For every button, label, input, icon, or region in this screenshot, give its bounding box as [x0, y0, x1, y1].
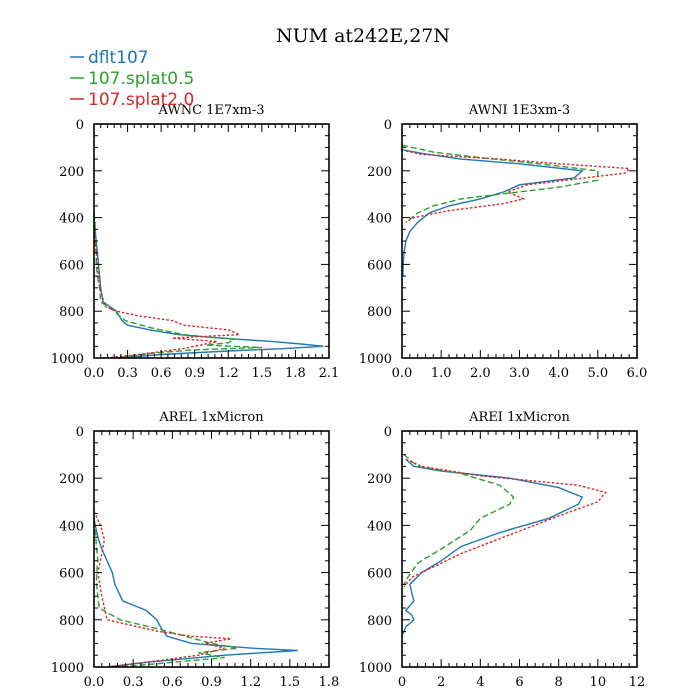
panel-title: AREL 1xMicron [158, 410, 264, 425]
x-tick-label: 6.0 [627, 366, 648, 381]
legend-label-splat2.0: 107.splat2.0 [88, 90, 194, 110]
y-tick-label: 200 [367, 165, 392, 180]
legend: dflt107 107.splat0.5 107.splat2.0 [70, 48, 194, 110]
y-tick-label: 800 [59, 614, 84, 629]
y-tick-label: 400 [367, 519, 392, 534]
y-tick-label: 400 [367, 212, 392, 227]
plot-frame [401, 123, 638, 359]
figure-title: NUM at242E,27N [276, 25, 450, 47]
legend-label-dflt107: dflt107 [88, 48, 149, 68]
panel-title: AWNC 1E7xm-3 [157, 103, 264, 118]
x-tick-label: 0.6 [162, 675, 183, 690]
y-tick-label: 1000 [359, 661, 392, 676]
y-tick-label: 0 [384, 425, 392, 440]
x-tick-label: 1.0 [431, 366, 452, 381]
x-tick-label: 6 [515, 675, 523, 690]
series-line-dflt107 [94, 518, 298, 667]
y-tick-label: 600 [59, 258, 84, 273]
series-line-107.splat0.5 [402, 144, 599, 223]
x-tick-label: 12 [629, 675, 646, 690]
x-tick-label: 8 [555, 675, 563, 690]
series-line-107.splat0.5 [94, 212, 262, 358]
y-tick-label: 1000 [359, 352, 392, 367]
x-tick-label: 3.0 [509, 366, 530, 381]
plot-frame [401, 430, 638, 668]
x-tick-label: 4.0 [548, 366, 569, 381]
x-tick-label: 0.3 [117, 366, 138, 381]
y-tick-label: 200 [59, 165, 84, 180]
x-tick-label: 4 [476, 675, 484, 690]
x-tick-label: 0.0 [84, 675, 105, 690]
x-tick-label: 0 [398, 675, 406, 690]
y-tick-label: 0 [76, 118, 84, 133]
plot-frame [93, 430, 330, 668]
series-line-dflt107 [402, 458, 584, 635]
y-tick-label: 800 [367, 614, 392, 629]
panel-title: AWNI 1E3xm-3 [468, 103, 570, 118]
y-tick-label: 200 [59, 472, 84, 487]
panel-title: AREI 1xMicron [468, 410, 570, 425]
panel-4: AREI 1xMicron 0 200 400 600 800 1000 0 2 4 6 8 10 12 [359, 410, 645, 690]
series-line-107.splat0.5 [94, 520, 238, 667]
series-line-dflt107 [402, 149, 584, 277]
y-tick-label: 400 [59, 212, 84, 227]
y-tick-label: 600 [59, 567, 84, 582]
plot-frame [93, 123, 330, 359]
x-tick-label: 1.8 [319, 675, 340, 690]
x-tick-label: 1.5 [252, 366, 273, 381]
y-tick-label: 1000 [51, 352, 84, 367]
y-tick-label: 1000 [51, 661, 84, 676]
series-line-107.splat2.0 [405, 150, 631, 223]
x-tick-label: 2.1 [319, 366, 340, 381]
y-tick-label: 400 [59, 519, 84, 534]
x-tick-label: 0.0 [84, 366, 105, 381]
series-line-107.splat2.0 [94, 510, 232, 667]
y-tick-label: 600 [367, 567, 392, 582]
y-tick-label: 0 [384, 118, 392, 133]
y-tick-label: 0 [76, 425, 84, 440]
series-line-107.splat2.0 [94, 212, 240, 358]
x-tick-label: 1.5 [279, 675, 300, 690]
x-tick-label: 0.6 [151, 366, 172, 381]
x-tick-label: 0.0 [392, 366, 413, 381]
x-tick-label: 0.3 [123, 675, 144, 690]
series-line-107.splat0.5 [403, 454, 515, 585]
x-tick-label: 5.0 [587, 366, 608, 381]
y-tick-label: 800 [59, 305, 84, 320]
series-line-dflt107 [94, 212, 324, 358]
x-tick-label: 0.9 [201, 675, 222, 690]
x-tick-label: 2 [437, 675, 445, 690]
y-tick-label: 800 [367, 305, 392, 320]
legend-label-splat0.5: 107.splat0.5 [88, 69, 194, 89]
x-tick-label: 0.9 [184, 366, 205, 381]
x-tick-label: 2.0 [470, 366, 491, 381]
x-tick-label: 1.8 [285, 366, 306, 381]
series-line-107.splat2.0 [403, 458, 607, 588]
y-tick-label: 200 [367, 472, 392, 487]
x-tick-label: 1.2 [218, 366, 239, 381]
x-tick-label: 10 [590, 675, 607, 690]
x-tick-label: 1.2 [240, 675, 261, 690]
y-tick-label: 600 [367, 258, 392, 273]
